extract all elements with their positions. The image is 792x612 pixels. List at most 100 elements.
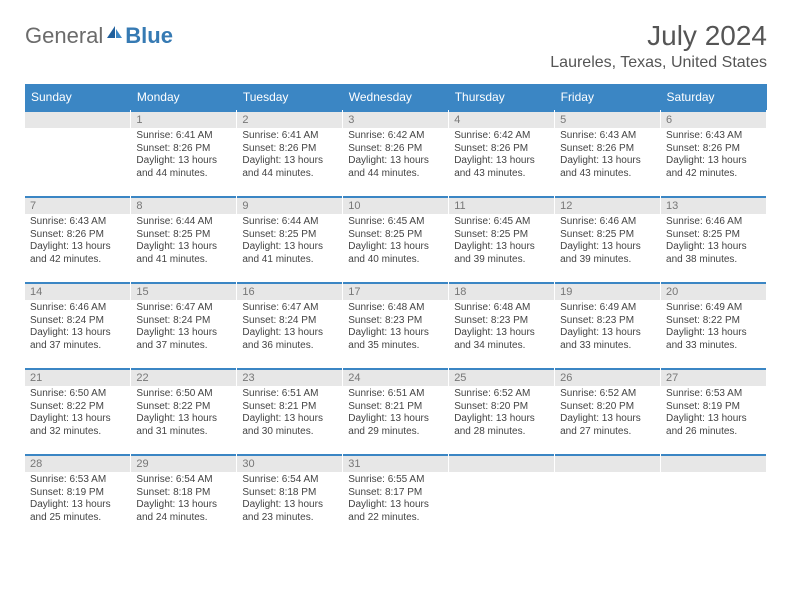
logo: General Blue: [25, 20, 173, 52]
sunset-text: Sunset: 8:17 PM: [348, 487, 443, 500]
daylight1-text: Daylight: 13 hours: [242, 413, 337, 426]
calendar-row: 1Sunrise: 6:41 AMSunset: 8:26 PMDaylight…: [25, 110, 767, 196]
day-number: 7: [25, 196, 130, 214]
sunrise-text: Sunrise: 6:41 AM: [136, 130, 231, 143]
calendar-cell: 27Sunrise: 6:53 AMSunset: 8:19 PMDayligh…: [661, 368, 767, 454]
day-number: 28: [25, 454, 130, 472]
sunset-text: Sunset: 8:19 PM: [30, 487, 125, 500]
calendar-cell: 7Sunrise: 6:43 AMSunset: 8:26 PMDaylight…: [25, 196, 131, 282]
daylight1-text: Daylight: 13 hours: [348, 327, 443, 340]
calendar-cell: 8Sunrise: 6:44 AMSunset: 8:25 PMDaylight…: [131, 196, 237, 282]
calendar-cell: 4Sunrise: 6:42 AMSunset: 8:26 PMDaylight…: [449, 110, 555, 196]
calendar-cell: 23Sunrise: 6:51 AMSunset: 8:21 PMDayligh…: [237, 368, 343, 454]
logo-text-general: General: [25, 23, 103, 49]
cell-body: Sunrise: 6:55 AMSunset: 8:17 PMDaylight:…: [343, 472, 448, 527]
calendar-cell: 3Sunrise: 6:42 AMSunset: 8:26 PMDaylight…: [343, 110, 449, 196]
daylight2-text: and 34 minutes.: [454, 340, 549, 353]
day-number: 10: [343, 196, 448, 214]
daylight2-text: and 26 minutes.: [666, 426, 761, 439]
day-number: 19: [555, 282, 660, 300]
sunset-text: Sunset: 8:26 PM: [666, 143, 761, 156]
cell-body: [555, 472, 660, 477]
weekday-header: Monday: [131, 84, 237, 110]
daylight2-text: and 44 minutes.: [242, 168, 337, 181]
calendar-cell: 1Sunrise: 6:41 AMSunset: 8:26 PMDaylight…: [131, 110, 237, 196]
cell-body: Sunrise: 6:54 AMSunset: 8:18 PMDaylight:…: [237, 472, 342, 527]
weekday-header: Thursday: [449, 84, 555, 110]
sunrise-text: Sunrise: 6:44 AM: [136, 216, 231, 229]
daylight1-text: Daylight: 13 hours: [348, 155, 443, 168]
daylight2-text: and 43 minutes.: [560, 168, 655, 181]
day-number: 23: [237, 368, 342, 386]
cell-body: Sunrise: 6:49 AMSunset: 8:22 PMDaylight:…: [661, 300, 766, 355]
daylight1-text: Daylight: 13 hours: [136, 327, 231, 340]
sunrise-text: Sunrise: 6:49 AM: [560, 302, 655, 315]
cell-body: Sunrise: 6:44 AMSunset: 8:25 PMDaylight:…: [131, 214, 236, 269]
daylight2-text: and 23 minutes.: [242, 512, 337, 525]
daylight2-text: and 33 minutes.: [666, 340, 761, 353]
daylight2-text: and 24 minutes.: [136, 512, 231, 525]
sail-icon: [105, 20, 125, 46]
cell-body: Sunrise: 6:54 AMSunset: 8:18 PMDaylight:…: [131, 472, 236, 527]
calendar-cell: 22Sunrise: 6:50 AMSunset: 8:22 PMDayligh…: [131, 368, 237, 454]
cell-body: Sunrise: 6:42 AMSunset: 8:26 PMDaylight:…: [343, 128, 448, 183]
daylight1-text: Daylight: 13 hours: [30, 327, 125, 340]
cell-body: Sunrise: 6:48 AMSunset: 8:23 PMDaylight:…: [343, 300, 448, 355]
daylight2-text: and 41 minutes.: [242, 254, 337, 267]
cell-body: Sunrise: 6:45 AMSunset: 8:25 PMDaylight:…: [343, 214, 448, 269]
sunset-text: Sunset: 8:22 PM: [136, 401, 231, 414]
day-number: 18: [449, 282, 554, 300]
daylight1-text: Daylight: 13 hours: [136, 499, 231, 512]
sunset-text: Sunset: 8:25 PM: [136, 229, 231, 242]
cell-body: Sunrise: 6:47 AMSunset: 8:24 PMDaylight:…: [131, 300, 236, 355]
sunset-text: Sunset: 8:23 PM: [454, 315, 549, 328]
daylight1-text: Daylight: 13 hours: [242, 155, 337, 168]
weekday-header-row: Sunday Monday Tuesday Wednesday Thursday…: [25, 84, 767, 110]
sunrise-text: Sunrise: 6:42 AM: [348, 130, 443, 143]
daylight1-text: Daylight: 13 hours: [666, 155, 761, 168]
calendar-cell: 14Sunrise: 6:46 AMSunset: 8:24 PMDayligh…: [25, 282, 131, 368]
daylight2-text: and 37 minutes.: [136, 340, 231, 353]
daylight2-text: and 27 minutes.: [560, 426, 655, 439]
sunset-text: Sunset: 8:25 PM: [348, 229, 443, 242]
day-number: 17: [343, 282, 448, 300]
day-number: [25, 110, 130, 128]
sunrise-text: Sunrise: 6:48 AM: [348, 302, 443, 315]
daylight1-text: Daylight: 13 hours: [30, 413, 125, 426]
day-number: 20: [661, 282, 766, 300]
day-number: 29: [131, 454, 236, 472]
daylight1-text: Daylight: 13 hours: [560, 241, 655, 254]
page-title: July 2024: [550, 20, 767, 52]
daylight2-text: and 38 minutes.: [666, 254, 761, 267]
sunset-text: Sunset: 8:25 PM: [560, 229, 655, 242]
sunset-text: Sunset: 8:20 PM: [454, 401, 549, 414]
daylight1-text: Daylight: 13 hours: [560, 413, 655, 426]
daylight2-text: and 36 minutes.: [242, 340, 337, 353]
day-number: 25: [449, 368, 554, 386]
sunrise-text: Sunrise: 6:44 AM: [242, 216, 337, 229]
cell-body: Sunrise: 6:46 AMSunset: 8:25 PMDaylight:…: [661, 214, 766, 269]
daylight1-text: Daylight: 13 hours: [242, 499, 337, 512]
weekday-header: Sunday: [25, 84, 131, 110]
daylight2-text: and 44 minutes.: [348, 168, 443, 181]
day-number: 27: [661, 368, 766, 386]
daylight1-text: Daylight: 13 hours: [666, 327, 761, 340]
sunrise-text: Sunrise: 6:49 AM: [666, 302, 761, 315]
calendar-cell: [25, 110, 131, 196]
daylight2-text: and 32 minutes.: [30, 426, 125, 439]
day-number: 11: [449, 196, 554, 214]
calendar-cell: 13Sunrise: 6:46 AMSunset: 8:25 PMDayligh…: [661, 196, 767, 282]
daylight2-text: and 37 minutes.: [30, 340, 125, 353]
cell-body: [25, 128, 130, 133]
day-number: 30: [237, 454, 342, 472]
sunrise-text: Sunrise: 6:51 AM: [348, 388, 443, 401]
cell-body: Sunrise: 6:52 AMSunset: 8:20 PMDaylight:…: [555, 386, 660, 441]
day-number: 14: [25, 282, 130, 300]
calendar-cell: 24Sunrise: 6:51 AMSunset: 8:21 PMDayligh…: [343, 368, 449, 454]
sunrise-text: Sunrise: 6:53 AM: [666, 388, 761, 401]
sunrise-text: Sunrise: 6:47 AM: [242, 302, 337, 315]
calendar-cell: 29Sunrise: 6:54 AMSunset: 8:18 PMDayligh…: [131, 454, 237, 540]
sunset-text: Sunset: 8:26 PM: [560, 143, 655, 156]
calendar-cell: 5Sunrise: 6:43 AMSunset: 8:26 PMDaylight…: [555, 110, 661, 196]
calendar-row: 28Sunrise: 6:53 AMSunset: 8:19 PMDayligh…: [25, 454, 767, 540]
